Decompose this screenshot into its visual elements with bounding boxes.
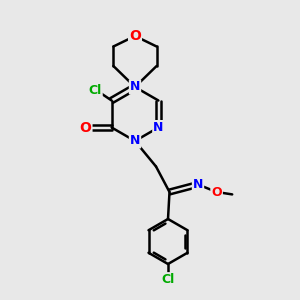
- Text: N: N: [130, 80, 140, 94]
- Text: Cl: Cl: [161, 273, 175, 286]
- Text: N: N: [193, 178, 203, 191]
- Text: O: O: [80, 121, 92, 134]
- Text: N: N: [130, 134, 140, 148]
- Text: O: O: [211, 185, 222, 199]
- Text: Cl: Cl: [88, 83, 102, 97]
- Text: N: N: [153, 121, 164, 134]
- Text: O: O: [129, 29, 141, 43]
